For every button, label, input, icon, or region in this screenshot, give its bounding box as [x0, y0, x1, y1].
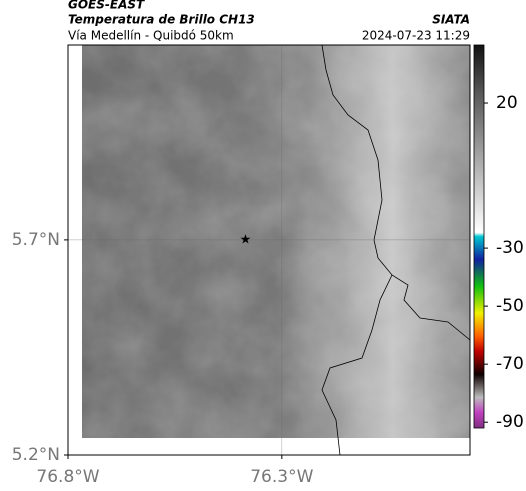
colorbar-tick-label: 20 — [496, 93, 518, 113]
subtitle: Vía Medellín - Quibdó 50km — [68, 29, 234, 43]
satellite-image — [82, 45, 470, 438]
colorbar-tick-label: -30 — [496, 238, 524, 258]
colorbar-tick-label: -90 — [496, 412, 524, 432]
agency: SIATA — [432, 13, 470, 27]
x-tick-label: 76.3°W — [250, 467, 313, 487]
y-tick-label: 5.7°N — [12, 230, 60, 250]
border — [321, 274, 393, 456]
y-tick-label: 5.2°N — [12, 445, 60, 465]
colorbar-tick-label: -70 — [496, 354, 524, 374]
datetime: 2024-07-23 11:29 — [362, 29, 470, 43]
location-marker: ★ — [240, 232, 252, 247]
colorbar — [473, 44, 485, 429]
title: Temperatura de Brillo CH13 — [68, 13, 255, 27]
colorbar-tick-label: -50 — [496, 296, 524, 316]
source: GOES-EAST — [68, 0, 145, 12]
x-tick-label: 76.8°W — [36, 467, 99, 487]
map-frame — [67, 44, 471, 456]
